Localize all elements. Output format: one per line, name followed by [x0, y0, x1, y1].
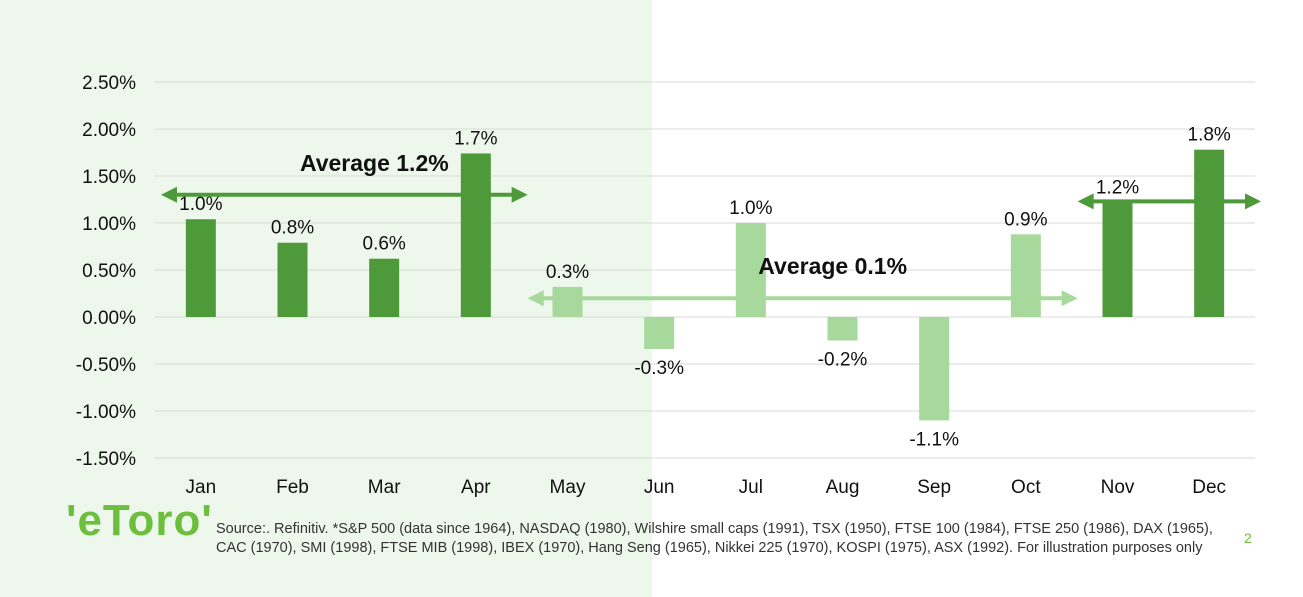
bar-may: [552, 286, 583, 317]
average-arrows: Average 1.2% Average 0.1%: [161, 150, 1261, 307]
bar-sep: [919, 317, 950, 421]
bar-apr: [460, 153, 491, 317]
data-label-sep: -1.1%: [909, 429, 959, 450]
x-tick-apr: Apr: [461, 477, 491, 498]
x-tick-aug: Aug: [826, 477, 860, 498]
x-tick-dec: Dec: [1192, 477, 1226, 498]
bar-jan: [185, 219, 216, 317]
page-number: 2: [1244, 530, 1252, 546]
arrow-head-left: [527, 290, 544, 307]
y-tick-label: 1.00%: [82, 214, 136, 235]
etoro-logo: 'eToro': [66, 496, 213, 545]
bar-mar: [369, 258, 400, 317]
x-tick-jul: Jul: [739, 477, 763, 498]
y-tick-label: -1.00%: [76, 402, 136, 423]
bar-oct: [1010, 234, 1041, 317]
y-tick-label: 1.50%: [82, 167, 136, 188]
arrow-head-right: [511, 186, 528, 203]
source-note: Source:. Refinitiv. *S&P 500 (data since…: [216, 521, 1213, 556]
y-tick-label: 0.00%: [82, 308, 136, 329]
y-tick-label: -0.50%: [76, 355, 136, 376]
data-label-feb: 0.8%: [271, 218, 314, 239]
x-tick-sep: Sep: [917, 477, 951, 498]
data-label-aug: -0.2%: [818, 350, 868, 371]
x-tick-jun: Jun: [644, 477, 675, 498]
bar-jul: [735, 223, 766, 317]
data-label-apr: 1.7%: [454, 128, 497, 149]
gridlines: [155, 81, 1255, 459]
average-label: Average 1.2%: [300, 150, 449, 176]
data-label-jun: -0.3%: [634, 358, 684, 379]
data-label-jan: 1.0%: [179, 194, 222, 215]
bar-dec: [1194, 149, 1225, 317]
x-tick-oct: Oct: [1011, 477, 1041, 498]
x-tick-mar: Mar: [368, 477, 401, 498]
x-tick-nov: Nov: [1101, 477, 1135, 498]
arrow-head-right: [1061, 290, 1078, 307]
bar-jun: [644, 317, 675, 349]
y-axis-tick-labels: 2.50% 2.00% 1.50% 1.00% 0.50% 0.00% -0.50% -1.0…: [76, 73, 136, 470]
y-tick-label: 2.50%: [82, 73, 136, 94]
x-axis-tick-labels: Jan Feb Mar Apr May Jun Jul Aug Sep Oct Nov Dec: [186, 477, 1227, 498]
average-label: Average 0.1%: [758, 253, 907, 279]
average-arrow-2: Average 0.1%: [527, 253, 1078, 307]
arrow-head-left: [161, 186, 177, 203]
data-label-nov: 1.2%: [1096, 177, 1139, 198]
y-tick-label: 2.00%: [82, 120, 136, 141]
average-arrow-3: [1077, 193, 1261, 210]
bar-feb: [277, 242, 308, 317]
x-tick-may: May: [550, 477, 586, 498]
arrow-head-right: [1245, 193, 1261, 210]
bar-nov: [1102, 202, 1133, 317]
data-labels: 1.0% 0.8% 0.6% 1.7% 0.3% -0.3% 1.0% -0.2% -1.1% 0…: [179, 125, 1231, 451]
y-tick-label: 0.50%: [82, 261, 136, 282]
data-label-mar: 0.6%: [363, 234, 406, 255]
y-tick-label: -1.50%: [76, 449, 136, 470]
bars: [185, 149, 1225, 421]
x-tick-jan: Jan: [186, 477, 217, 498]
data-label-dec: 1.8%: [1188, 125, 1231, 146]
arrow-head-left: [1077, 193, 1094, 210]
data-label-jul: 1.0%: [729, 198, 772, 219]
average-arrow-1: Average 1.2%: [161, 150, 528, 203]
x-tick-feb: Feb: [276, 477, 309, 498]
data-label-may: 0.3%: [546, 262, 589, 283]
data-label-oct: 0.9%: [1004, 209, 1047, 230]
bar-aug: [827, 317, 858, 341]
